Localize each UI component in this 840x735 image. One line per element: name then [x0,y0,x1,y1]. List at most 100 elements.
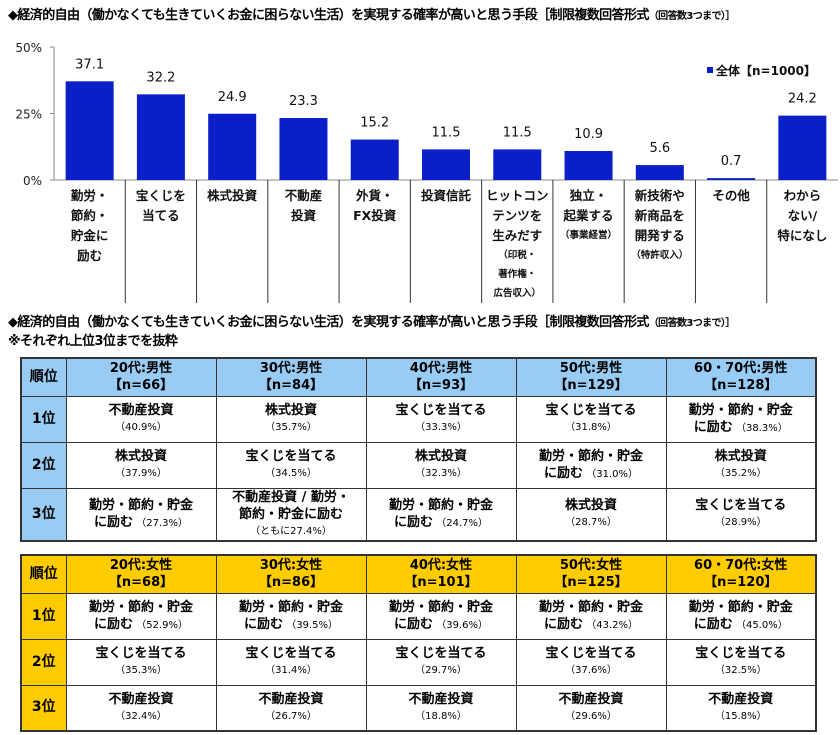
ranking-cell: 宝くじを当てる （28.9%） [665,487,817,541]
ranking-cell: 不動産投資 （15.8%） [665,684,817,732]
ranking-cell: 勤労・節約・貯金 に励む （27.3%） [65,487,217,541]
percentage: （38.3%） [732,422,788,434]
category-label: ない/ [788,208,818,223]
group-label: 20代:女性 [109,558,173,574]
percentage: （52.9%） [133,619,188,631]
category-sublabel: 広告収入） [494,287,542,299]
category-sublabel: （印税・ [498,249,536,261]
group-label: 20代:男性 [109,361,173,377]
category-label: その他 [712,188,750,203]
female-ranking-table: 順位 20代:女性 【n=68】 30代:女性 【n=86】 40代:女性 【n=101】 5… [20,554,817,732]
answer-text: 不動産投資 [708,691,774,707]
category-label: 勤労・ [71,188,109,203]
ranking-cell: 不動産投資 （26.7%） [215,684,367,732]
ranking-cell: 宝くじを当てる （33.3%） [365,395,517,443]
answer-text: 勤労・節約・貯金 [538,599,643,615]
ranking-cell: 株式投資 （35.7%） [215,395,367,443]
answer-text: 勤労・節約・貯金 [388,599,493,615]
answer-text: 株式投資 [564,498,617,513]
ranking-cell: 勤労・節約・貯金 に励む （52.9%） [65,592,217,640]
answer-text: に励む [244,616,284,632]
percentage: （43.2%） [583,619,638,631]
data-label: 24.9 [218,90,247,105]
category-label: 貯金に [71,228,109,243]
answer-text: 株式投資 [264,403,317,418]
answer-text: 勤労・節約・貯金 [538,448,643,464]
ranking-cell: 宝くじを当てる （29.7%） [365,638,517,686]
data-label: 11.5 [503,125,532,140]
percentage: （40.9%） [115,422,167,433]
bar [65,81,114,180]
table-row: 2位 株式投資 （37.9%） 宝くじを当てる （34.5%） 株式投資 （32.3%） 勤労… [20,441,817,489]
data-label: 15.2 [360,116,389,131]
category-label: 励む [77,248,102,263]
sample-size: 【n=125】 [554,575,628,591]
percentage: （27.3%） [133,517,188,529]
data-label: 10.9 [574,127,603,142]
rank-label: 2位 [20,441,67,489]
ranking-cell: 不動産投資 （32.4%） [65,684,217,732]
category-label: 起業する [563,208,614,223]
percentage: （26.7%） [265,710,317,722]
percentage: （39.6%） [433,619,488,631]
answer-text: 宝くじを当てる [395,646,487,661]
percentage: （24.7%） [433,517,488,529]
ranking-cell: 勤労・節約・貯金 に励む （39.5%） [215,592,367,640]
percentage: （29.7%） [415,665,467,676]
answer-text: 不動産投資 [108,403,174,418]
ranking-cell: 宝くじを当てる （31.4%） [215,638,367,686]
female-column-header: 20代:女性 【n=68】 [65,554,217,594]
percentage: （34.5%） [265,468,317,479]
category-sublabel: （事業経営） [560,229,617,241]
sample-size: 【n=68】 [108,575,174,591]
category-label: わから [784,188,822,203]
data-label: 0.7 [721,154,742,169]
percentage: （35.2%） [714,468,767,479]
answer-text: に励む [693,616,733,632]
bar [279,118,328,180]
ranking-cell: 勤労・節約・貯金 に励む （43.2%） [515,592,667,640]
data-label: 5.6 [649,141,670,156]
ranking-cell: 勤労・節約・貯金 に励む （24.7%） [365,487,517,541]
answer-text: に励む [94,616,134,632]
percentage: （18.8%） [415,710,467,722]
table-row: 2位 宝くじを当てる （35.3%） 宝くじを当てる （31.4%） 宝くじを当てる （29… [20,638,817,686]
table-row: 3位 勤労・節約・貯金 に励む （27.3%） 不動産投資 / 勤労・ 節約・貯金に励む… [20,487,817,541]
ranking-cell: 勤労・節約・貯金 に励む （38.3%） [665,395,817,443]
bar [707,178,756,180]
answer-text: 宝くじを当てる [695,498,787,513]
male-ranking-table: 順位 20代:男性 【n=66】 30代:男性 【n=84】 40代:男性 【n=93】 50… [20,357,817,542]
category-label: 独立・ [569,188,608,203]
bar [208,113,257,180]
answer-text: に励む [544,465,584,481]
ranking-cell: 勤労・節約・貯金 に励む （31.0%） [515,441,667,489]
group-label: 50代:女性 [559,558,623,574]
ranking-cell: 株式投資 （32.3%） [365,441,517,489]
rank-label: 1位 [20,395,67,443]
sample-size: 【n=129】 [554,378,628,394]
answer-text: 勤労・節約・貯金 [88,599,193,615]
bar [422,149,470,180]
male-column-header: 20代:男性 【n=66】 [65,357,217,397]
answer-text: 不動産投資 [558,691,624,707]
ranking-cell: 株式投資 （28.7%） [515,487,667,541]
answer-text: 株式投資 [414,449,467,464]
ranking-cell: 不動産投資 （40.9%） [65,395,217,443]
data-label: 24.2 [788,92,817,107]
sample-size: 【n=86】 [258,575,324,591]
group-label: 30代:女性 [259,558,323,574]
male-column-header: 60・70代:男性 【n=128】 [665,357,817,397]
category-label: 節約・ [71,208,109,223]
ranking-cell: 宝くじを当てる （37.6%） [515,638,667,686]
category-label: FX投資 [353,208,397,223]
category-sublabel: 著作権・ [498,268,536,280]
male-column-header: 30代:男性 【n=84】 [215,357,367,397]
ranking-cell: 宝くじを当てる （35.3%） [65,638,217,686]
answer-text: に励む [394,616,434,632]
rank-header: 順位 [20,357,67,397]
percentage: （33.3%） [415,422,467,433]
answer-text: に励む [693,419,733,435]
category-label: テンツを [492,208,542,223]
table-row: 1位 不動産投資 （40.9%） 株式投資 （35.7%） 宝くじを当てる （33.3%）宝… [20,395,817,443]
sample-size: 【n=84】 [258,378,324,394]
